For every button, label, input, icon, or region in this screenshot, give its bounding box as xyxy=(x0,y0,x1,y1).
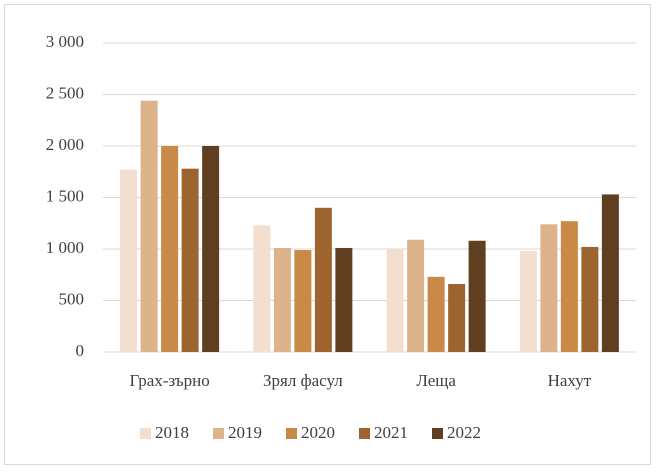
bar xyxy=(427,276,445,352)
bar xyxy=(294,250,312,352)
bar xyxy=(581,246,599,352)
y-tick-label: 2 000 xyxy=(46,135,84,154)
bar xyxy=(386,249,404,352)
y-tick-label: 1 500 xyxy=(46,186,84,205)
bar xyxy=(407,239,425,352)
y-tick-label: 500 xyxy=(59,289,85,308)
bar xyxy=(161,146,179,352)
y-tick-label: 2 500 xyxy=(46,83,84,102)
bar xyxy=(540,224,558,352)
y-tick-label: 0 xyxy=(76,341,85,360)
bar xyxy=(519,251,537,352)
bar xyxy=(448,284,466,352)
legend-label: 2018 xyxy=(155,423,189,442)
legend-swatch xyxy=(140,428,151,439)
bar xyxy=(140,100,158,353)
legend-label: 2022 xyxy=(447,423,481,442)
legend-swatch xyxy=(286,428,297,439)
bar xyxy=(560,221,578,352)
bar xyxy=(273,247,291,352)
bar xyxy=(314,207,332,352)
x-tick-label: Леща xyxy=(416,371,456,390)
bar xyxy=(468,240,486,352)
bar xyxy=(181,168,199,352)
bar xyxy=(335,247,353,352)
y-tick-label: 1 000 xyxy=(46,238,84,257)
x-tick-label: Грах-зърно xyxy=(129,371,209,390)
bar xyxy=(253,225,271,352)
legend-swatch xyxy=(359,428,370,439)
bar xyxy=(120,169,138,352)
legend-label: 2020 xyxy=(301,423,335,442)
legend-label: 2021 xyxy=(374,423,408,442)
x-tick-label: Зрял фасул xyxy=(263,371,343,390)
x-tick-label: Нахут xyxy=(548,371,592,390)
legend-swatch xyxy=(432,428,443,439)
legend-swatch xyxy=(213,428,224,439)
bar xyxy=(202,146,220,352)
bar xyxy=(601,194,619,352)
legend-label: 2019 xyxy=(228,423,262,442)
y-tick-label: 3 000 xyxy=(46,32,84,51)
